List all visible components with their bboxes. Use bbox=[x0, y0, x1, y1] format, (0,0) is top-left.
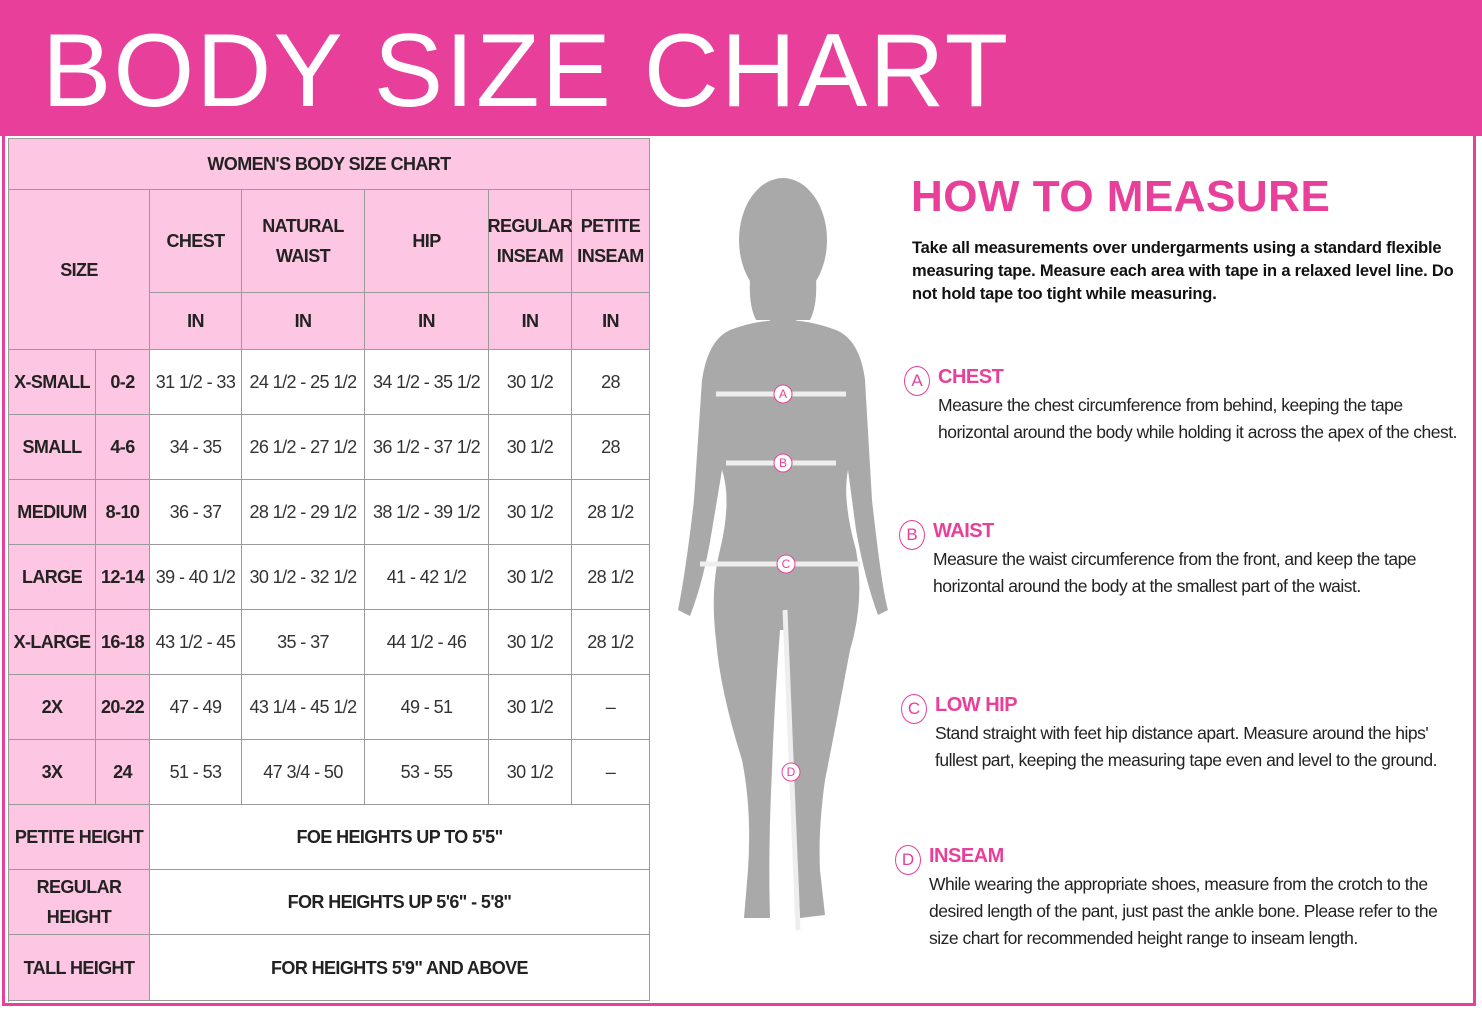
marker-circle bbox=[773, 453, 793, 473]
measurement: 28 1/2 bbox=[572, 480, 650, 545]
measurement: 30 1/2 bbox=[489, 350, 572, 415]
step-name: WAIST bbox=[933, 520, 994, 542]
column-header: PETITE INSEAM bbox=[572, 190, 650, 293]
measurement: 31 1/2 - 33 bbox=[150, 350, 242, 415]
measurement: 53 - 55 bbox=[365, 740, 489, 805]
size-header: SIZE bbox=[9, 190, 150, 350]
measurement: 43 1/2 - 45 bbox=[150, 610, 242, 675]
step-letter: A bbox=[904, 366, 930, 396]
measurement: 39 - 40 1/2 bbox=[150, 545, 242, 610]
size-label: 24 bbox=[96, 740, 150, 805]
column-header: NATURAL WAIST bbox=[242, 190, 365, 293]
measurement: 35 - 37 bbox=[242, 610, 365, 675]
measurement: 28 1/2 bbox=[572, 610, 650, 675]
measurement: 30 1/2 bbox=[489, 545, 572, 610]
height-note: FOR HEIGHTS 5'9" AND ABOVE bbox=[150, 935, 650, 1001]
size-label: X-LARGE bbox=[9, 610, 96, 675]
step-letter: C bbox=[901, 694, 927, 724]
column-header: CHEST bbox=[150, 190, 242, 293]
marker-circle bbox=[781, 762, 801, 782]
column-header: REGULAR INSEAM bbox=[488, 190, 573, 293]
unit-label: IN bbox=[572, 293, 650, 350]
page-title: BODY SIZE CHART bbox=[42, 13, 1011, 129]
step-text: Measure the waist circumference from the… bbox=[933, 549, 1417, 596]
measurement: 38 1/2 - 39 1/2 bbox=[365, 480, 489, 545]
size-label: SMALL bbox=[9, 415, 96, 480]
size-label: 16-18 bbox=[96, 610, 150, 675]
marker-label: B bbox=[779, 456, 787, 470]
measurement: 30 1/2 bbox=[489, 740, 572, 805]
height-note: FOE HEIGHTS UP TO 5'5" bbox=[150, 805, 650, 870]
measurement: 34 - 35 bbox=[150, 415, 242, 480]
intro-text: Take all measurements over undergarments… bbox=[912, 239, 1454, 303]
measurement: 44 1/2 - 46 bbox=[365, 610, 489, 675]
measurement: – bbox=[572, 675, 650, 740]
step-letter: D bbox=[895, 845, 921, 875]
marker-label: D bbox=[787, 765, 796, 779]
marker-label: C bbox=[782, 557, 791, 571]
size-label: 2X bbox=[9, 675, 96, 740]
measurement: 41 - 42 1/2 bbox=[365, 545, 489, 610]
size-label: 0-2 bbox=[96, 350, 150, 415]
size-label: MEDIUM bbox=[9, 480, 96, 545]
section-title: HOW TO MEASURE bbox=[911, 172, 1331, 221]
size-label: X-SMALL bbox=[9, 350, 96, 415]
height-label: REGULAR HEIGHT bbox=[9, 870, 150, 935]
measurement: 36 - 37 bbox=[150, 480, 242, 545]
marker-circle bbox=[773, 384, 793, 404]
table-caption: WOMEN'S BODY SIZE CHART bbox=[9, 139, 650, 190]
column-header: HIP bbox=[365, 190, 489, 293]
size-label: 4-6 bbox=[96, 415, 150, 480]
unit-label: IN bbox=[150, 293, 242, 350]
marker-label: A bbox=[779, 387, 787, 401]
measurement: 28 1/2 bbox=[572, 545, 650, 610]
measurement: 30 1/2 - 32 1/2 bbox=[242, 545, 365, 610]
measurement: 30 1/2 bbox=[489, 480, 572, 545]
markers: A B C D bbox=[773, 384, 801, 782]
measurement: 47 - 49 bbox=[150, 675, 242, 740]
marker-circle bbox=[776, 554, 796, 574]
body-figure: A B C D bbox=[678, 178, 888, 931]
measurement: 30 1/2 bbox=[489, 415, 572, 480]
size-label: 12-14 bbox=[96, 545, 150, 610]
measurement: 28 bbox=[572, 350, 650, 415]
measurement: 24 1/2 - 25 1/2 bbox=[242, 350, 365, 415]
measurement: 30 1/2 bbox=[489, 610, 572, 675]
measurement: 51 - 53 bbox=[150, 740, 242, 805]
measurement: 43 1/4 - 45 1/2 bbox=[242, 675, 365, 740]
measurement: 30 1/2 bbox=[489, 675, 572, 740]
size-label: 20-22 bbox=[96, 675, 150, 740]
height-label: PETITE HEIGHT bbox=[9, 805, 150, 870]
silhouette bbox=[678, 178, 888, 918]
step-text: Stand straight with feet hip distance ap… bbox=[935, 723, 1438, 770]
measurement: 49 - 51 bbox=[365, 675, 489, 740]
step-text: While wearing the appropriate shoes, mea… bbox=[929, 874, 1438, 948]
measurement: 28 1/2 - 29 1/2 bbox=[242, 480, 365, 545]
step-text: Measure the chest circumference from beh… bbox=[938, 395, 1458, 442]
height-label: TALL HEIGHT bbox=[9, 935, 150, 1001]
measurement: 47 3/4 - 50 bbox=[242, 740, 365, 805]
banner: BODY SIZE CHART bbox=[0, 0, 1482, 136]
measurement: 28 bbox=[572, 415, 650, 480]
measurement: 36 1/2 - 37 1/2 bbox=[365, 415, 489, 480]
unit-label: IN bbox=[242, 293, 365, 350]
step-letter: B bbox=[899, 520, 925, 550]
measurement: 34 1/2 - 35 1/2 bbox=[365, 350, 489, 415]
size-label: 8-10 bbox=[96, 480, 150, 545]
step-name: INSEAM bbox=[929, 845, 1004, 867]
size-table: WOMEN'S BODY SIZE CHART SIZE CHEST IN NATURA… bbox=[8, 138, 650, 1002]
measurement: 26 1/2 - 27 1/2 bbox=[242, 415, 365, 480]
size-label: 3X bbox=[9, 740, 96, 805]
step-name: CHEST bbox=[938, 366, 1004, 388]
unit-label: IN bbox=[489, 293, 572, 350]
height-note: FOR HEIGHTS UP 5'6" - 5'8" bbox=[150, 870, 650, 935]
measurement: – bbox=[572, 740, 650, 805]
size-label: LARGE bbox=[9, 545, 96, 610]
unit-label: IN bbox=[365, 293, 489, 350]
step-name: LOW HIP bbox=[935, 694, 1018, 716]
